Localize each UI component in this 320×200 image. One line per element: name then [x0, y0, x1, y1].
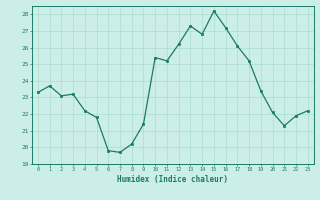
X-axis label: Humidex (Indice chaleur): Humidex (Indice chaleur) [117, 175, 228, 184]
